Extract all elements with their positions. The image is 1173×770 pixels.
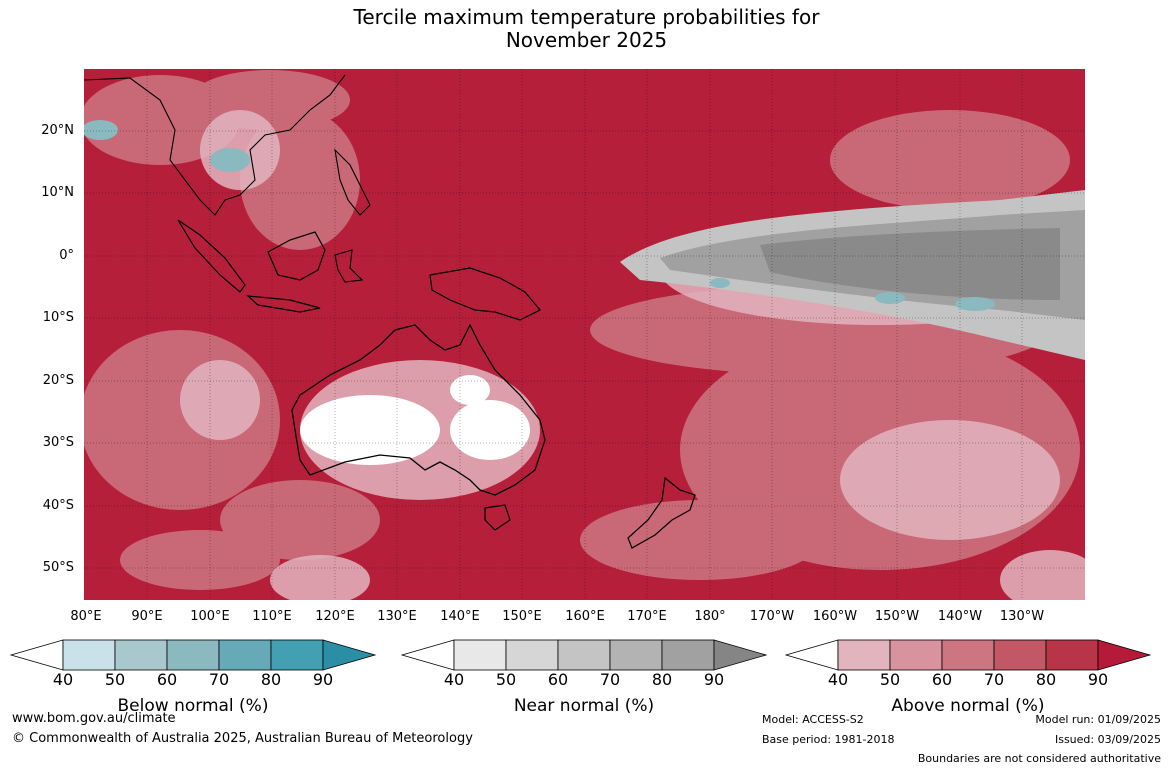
footer-disclaimer: Boundaries are not considered authoritat…	[917, 752, 1161, 765]
footer-model: Model: ACCESS-S2	[762, 713, 864, 726]
near-tick-70: 70	[599, 670, 621, 689]
colorbar-segment	[557, 639, 611, 671]
colorbar-segment	[609, 639, 663, 671]
below-tick-50: 50	[104, 670, 126, 689]
lat-label-40s: 40°S	[42, 498, 74, 513]
footer-url: www.bom.gov.au/climate	[12, 711, 176, 726]
southeast-asia-outline	[84, 74, 346, 216]
lon-label-160e: 160°E	[565, 609, 605, 624]
lat-label-10n: 10°N	[41, 185, 74, 200]
lon-label-140w: 140°W	[937, 609, 983, 624]
lon-label-160w: 160°W	[812, 609, 858, 624]
lon-label-80e: 80°E	[70, 609, 102, 624]
new-zealand-outline	[627, 476, 696, 549]
below-normal-spots	[84, 120, 995, 311]
colorbar-segment	[218, 639, 272, 671]
above-normal-colorbar	[785, 639, 1152, 671]
near-normal-title: Near normal (%)	[513, 696, 655, 716]
colorbar-low-extension	[785, 639, 839, 671]
near-tick-50: 50	[495, 670, 517, 689]
lon-label-130w: 130°W	[999, 609, 1045, 624]
australia-outline	[291, 323, 546, 496]
colorbar-segment	[453, 639, 507, 671]
below-normal-title: Below normal (%)	[117, 696, 269, 716]
lon-label-140e: 140°E	[440, 609, 480, 624]
lon-label-130e: 130°E	[377, 609, 417, 624]
colorbar-segment	[505, 639, 559, 671]
footer-model-run: Model run: 01/09/2025	[1035, 713, 1161, 726]
colorbar-segment	[837, 639, 891, 671]
new-guinea-outline	[429, 267, 541, 321]
above-tick-40: 40	[827, 670, 849, 689]
colorbar-high-extension	[1097, 639, 1152, 671]
above-tick-80: 80	[1035, 670, 1057, 689]
lon-label-120e: 120°E	[315, 609, 355, 624]
lat-label-20n: 20°N	[41, 123, 74, 138]
sumatra-outline	[177, 219, 246, 293]
near-tick-90: 90	[703, 670, 725, 689]
colorbar-segment	[941, 639, 995, 671]
lat-label-20s: 20°S	[42, 373, 74, 388]
lon-label-170w: 170°W	[749, 609, 795, 624]
colorbar-high-extension	[322, 639, 377, 671]
above-tick-60: 60	[931, 670, 953, 689]
map-title-line2: November 2025	[505, 28, 668, 52]
colorbar-low-extension	[10, 639, 64, 671]
above-normal-title: Above normal (%)	[891, 696, 1045, 716]
colorbar-segment	[993, 639, 1047, 671]
below-tick-40: 40	[52, 670, 74, 689]
colorbar-segment	[270, 639, 324, 671]
colorbar-high-extension	[713, 639, 768, 671]
above-tick-90: 90	[1087, 670, 1109, 689]
near-tick-80: 80	[651, 670, 673, 689]
lon-label-150e: 150°E	[502, 609, 542, 624]
lon-label-180: 180°	[694, 609, 726, 624]
near-tick-40: 40	[443, 670, 465, 689]
below-normal-colorbar	[10, 639, 377, 671]
lon-label-90e: 90°E	[131, 609, 163, 624]
above-tick-50: 50	[879, 670, 901, 689]
near-normal-colorbar	[401, 639, 768, 671]
colorbar-segment	[166, 639, 220, 671]
below-tick-90: 90	[312, 670, 334, 689]
lon-label-170e: 170°E	[627, 609, 667, 624]
footer-issued: Issued: 03/09/2025	[1054, 733, 1161, 746]
colorbar-segment	[889, 639, 943, 671]
near-tick-60: 60	[547, 670, 569, 689]
philippines-outline	[334, 148, 371, 216]
lat-label-50s: 50°S	[42, 560, 74, 575]
below-tick-60: 60	[156, 670, 178, 689]
colorbar-segment	[62, 639, 116, 671]
lon-label-100e: 100°E	[190, 609, 230, 624]
lon-label-110e: 110°E	[252, 609, 292, 624]
java-outline	[246, 295, 321, 313]
graticule	[84, 69, 1085, 600]
lon-label-150w: 150°W	[874, 609, 920, 624]
colorbar-segment	[114, 639, 168, 671]
sulawesi-outline	[334, 249, 364, 283]
borneo-outline	[267, 231, 326, 281]
colorbar-segment	[661, 639, 715, 671]
footer-copyright: © Commonwealth of Australia 2025, Austra…	[12, 731, 473, 746]
lat-label-0: 0°	[59, 248, 74, 263]
footer-base-period: Base period: 1981-2018	[762, 733, 895, 746]
colorbar-low-extension	[401, 639, 455, 671]
below-tick-80: 80	[260, 670, 282, 689]
below-tick-70: 70	[208, 670, 230, 689]
lat-label-10s: 10°S	[42, 310, 74, 325]
lat-label-30s: 30°S	[42, 435, 74, 450]
tasmania-outline	[484, 504, 511, 531]
colorbar-segment	[1045, 639, 1099, 671]
above-tick-70: 70	[983, 670, 1005, 689]
map-title-line1: Tercile maximum temperature probabilitie…	[353, 5, 820, 29]
